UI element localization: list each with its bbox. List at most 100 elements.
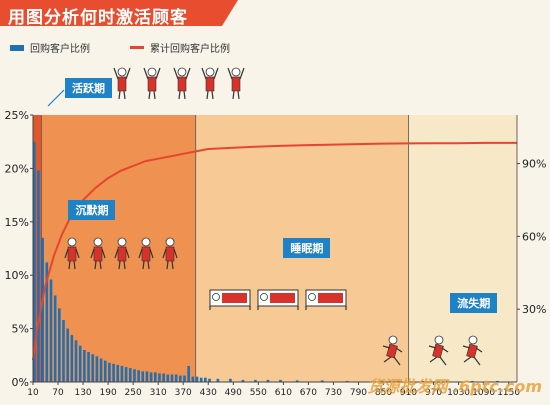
person-body xyxy=(67,246,77,262)
bar xyxy=(91,354,95,382)
x-tick-label: 370 xyxy=(175,388,192,398)
x-tick-label: 1090 xyxy=(472,388,495,398)
bar xyxy=(103,360,107,382)
person-head xyxy=(67,237,77,247)
x-tick-label: 850 xyxy=(375,388,392,398)
bar xyxy=(41,237,44,382)
x-tick-label: 1030 xyxy=(447,388,470,398)
person-arms xyxy=(138,248,154,259)
bar xyxy=(112,363,115,382)
person-legs xyxy=(206,90,214,100)
bar xyxy=(216,378,220,382)
person-body xyxy=(93,246,103,262)
person-arms xyxy=(113,67,131,80)
x-tick-label: 490 xyxy=(225,388,242,398)
bar xyxy=(62,320,65,382)
x-tick-label: 130 xyxy=(74,388,91,398)
person-body xyxy=(165,246,175,262)
page-title: 用图分析何时激活顾客 xyxy=(8,8,188,28)
cheering-person-icon xyxy=(201,67,219,100)
bar xyxy=(141,371,145,382)
person-body xyxy=(231,76,241,92)
person-legs xyxy=(68,260,76,270)
bar xyxy=(70,335,74,382)
phase-label-sleep: 睡眠期 xyxy=(283,238,331,258)
person-legs xyxy=(166,260,174,270)
person-body xyxy=(205,76,215,92)
bed-head xyxy=(308,293,316,301)
bar xyxy=(187,365,190,382)
bar xyxy=(199,377,203,382)
bar xyxy=(162,373,165,382)
person-head xyxy=(147,67,157,77)
legend-item-bars: 回购客户比例 xyxy=(10,40,90,55)
person-head xyxy=(165,237,175,247)
bar xyxy=(33,141,36,382)
bar xyxy=(108,362,111,382)
standing-person-icon xyxy=(138,237,154,270)
legend-swatch-line xyxy=(130,46,144,49)
person-body xyxy=(177,76,187,92)
standing-person-icon xyxy=(90,237,106,270)
person-body xyxy=(117,76,127,92)
person-arms xyxy=(64,248,80,259)
person-head xyxy=(205,67,215,77)
bar xyxy=(174,374,178,382)
bar xyxy=(345,380,349,382)
x-tick-label: 70 xyxy=(52,388,64,398)
runner-head xyxy=(434,335,444,345)
person-arms xyxy=(90,248,106,259)
legend-label-line: 累计回购客户比例 xyxy=(150,44,230,55)
bar xyxy=(49,279,53,382)
bar xyxy=(179,375,182,382)
cheering-person-icon xyxy=(113,67,131,100)
person-arms xyxy=(114,248,130,259)
y-tick-label: 0% xyxy=(12,376,29,389)
bar xyxy=(166,374,170,382)
bed-icon xyxy=(305,289,347,310)
phase-icons xyxy=(64,67,483,366)
x-tick-label: 550 xyxy=(250,388,267,398)
x-tick-label: 910 xyxy=(400,388,417,398)
person-legs xyxy=(148,90,156,100)
bar xyxy=(279,379,282,382)
x-tick-label: 670 xyxy=(300,388,317,398)
bar xyxy=(191,376,195,382)
person-head xyxy=(117,67,127,77)
running-person-icon xyxy=(428,335,449,366)
person-legs xyxy=(178,90,186,100)
runner-limbs xyxy=(382,345,403,366)
bar xyxy=(241,379,245,382)
runner-limbs xyxy=(428,345,449,366)
bar xyxy=(145,371,149,382)
x-tick-label: 310 xyxy=(150,388,167,398)
person-head xyxy=(141,237,151,247)
person-legs xyxy=(232,90,240,100)
person-head xyxy=(231,67,241,77)
person-body xyxy=(147,76,157,92)
x-tick-label: 10 xyxy=(27,388,39,398)
bar xyxy=(137,370,140,382)
person-body xyxy=(141,246,151,262)
bar xyxy=(58,308,61,382)
bar xyxy=(266,379,270,382)
watermark-text: 货源批发网 .6ptc.com xyxy=(367,377,542,396)
bar xyxy=(133,369,136,382)
person-arms xyxy=(162,248,178,259)
x-tick-label: 970 xyxy=(425,388,442,398)
bar xyxy=(320,380,324,382)
standing-person-icon xyxy=(64,237,80,270)
person-arms xyxy=(143,67,161,80)
bar xyxy=(471,380,474,382)
bed-blanket xyxy=(318,293,343,303)
bar xyxy=(99,358,103,382)
bar xyxy=(254,379,257,382)
runner-limbs xyxy=(462,345,483,366)
bar xyxy=(421,380,424,382)
bar xyxy=(195,376,199,382)
person-arms xyxy=(227,67,245,80)
bar xyxy=(83,349,86,382)
person-arms xyxy=(201,67,219,80)
bar xyxy=(53,295,57,382)
bar xyxy=(208,378,211,382)
